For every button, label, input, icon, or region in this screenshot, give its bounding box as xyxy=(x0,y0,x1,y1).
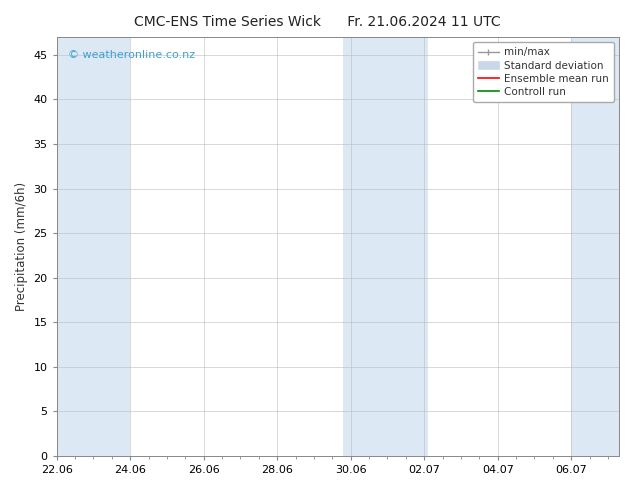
Text: CMC-ENS Time Series Wick      Fr. 21.06.2024 11 UTC: CMC-ENS Time Series Wick Fr. 21.06.2024 … xyxy=(134,15,500,29)
Bar xyxy=(344,37,387,456)
Y-axis label: Precipitation (mm/6h): Precipitation (mm/6h) xyxy=(15,182,28,311)
Bar xyxy=(387,37,428,456)
Bar xyxy=(53,37,130,456)
Bar xyxy=(571,37,626,456)
Text: © weatheronline.co.nz: © weatheronline.co.nz xyxy=(68,49,195,60)
Legend: min/max, Standard deviation, Ensemble mean run, Controll run: min/max, Standard deviation, Ensemble me… xyxy=(472,42,614,102)
